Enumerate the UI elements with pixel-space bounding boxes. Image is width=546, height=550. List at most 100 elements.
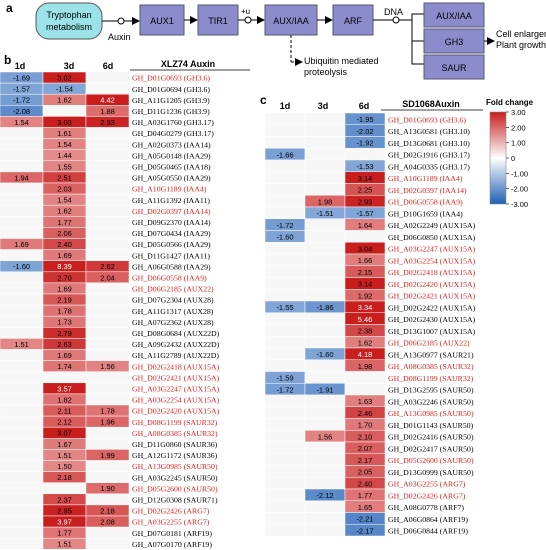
heatmap-c-cell-value: -1.91 <box>316 385 333 394</box>
heatmap-b-cell <box>85 138 130 150</box>
heatmap-b-cell-value: 2.19 <box>57 296 72 305</box>
heatmap-b-cell <box>0 449 44 461</box>
heatmap-b-cell <box>85 216 130 228</box>
heatmap-b-cell-value: 1.94 <box>14 173 29 182</box>
heatmap-b-cell-value: 2.93 <box>100 118 115 127</box>
heatmap-c-cell-value: 1.98 <box>358 362 373 371</box>
heatmap-b-cell <box>0 315 44 328</box>
fold-change-legend: Fold change 3.00 2.00 1.00 0 -1.00 -2.00 -3.00 <box>486 98 534 209</box>
heatmap-c-cell-value: -2.02 <box>356 127 373 136</box>
heatmap-c-cell <box>264 159 306 172</box>
heatmap-b-gene-label: GH_A10G1189 (IAA4) <box>132 185 207 194</box>
heatmap-b-gene-label: GH_D05G0465 (IAA18) <box>132 163 211 172</box>
heatmap-c-gene-label: GH_D02G2422 (AUX15A) <box>388 303 476 312</box>
heatmap-c-gene-label: GH_A13G0581 (GH3.10) <box>388 127 470 136</box>
legend-tick-label: 1.00 <box>511 139 526 148</box>
heatmap-c-gene-label: GH_D10G1659 (IAA4) <box>388 209 463 218</box>
heatmap-b-cell-value: 1.44 <box>57 151 72 160</box>
heatmap-b-cell <box>85 127 130 139</box>
heatmap-b-gene-label: GH_A06G0588 (IAA29) <box>132 262 211 271</box>
aux1-label: AUX1 <box>150 16 174 26</box>
heatmap-b-cell <box>85 349 130 361</box>
heatmap-b-cell <box>85 537 130 550</box>
heatmap-b-cell <box>85 393 130 406</box>
arf-box <box>332 4 374 36</box>
heatmap-c-title: SD1068Auxin <box>402 99 460 109</box>
heatmap-c-cell <box>264 359 306 372</box>
legend-color-bar <box>489 111 507 205</box>
heatmap-b-cell <box>42 482 87 495</box>
heatmap-c-cell <box>264 430 306 443</box>
heatmap-c-gene-label: GH_A03G2254 (AUX15A) <box>388 256 476 265</box>
heatmap-c-cell <box>264 136 306 149</box>
heatmap-b-cell <box>85 338 130 350</box>
heatmap-c-gene-label: GH_D06G0844 (ARF19) <box>388 527 468 536</box>
heatmap-b-cell <box>85 426 130 439</box>
heatmap-b-cell <box>85 327 130 339</box>
heatmap-b-col-1d: 1d <box>15 61 26 71</box>
heatmap-c-cell-value: 3.14 <box>358 280 373 289</box>
heatmap-c-cell <box>264 465 306 478</box>
heatmap-c-cell <box>304 477 346 490</box>
heatmap-b-cell-value: 1.50 <box>57 462 72 471</box>
heatmap-b-cell-value: 1.61 <box>57 129 72 138</box>
heatmap-c-cell-value: 1.65 <box>358 503 373 512</box>
heatmap-b-gene-label: GH_D01G0694 (GH3.6) <box>132 85 210 94</box>
heatmap-b-cell-value: 2.63 <box>57 340 72 349</box>
heatmap-c-cell-value: -1.51 <box>316 209 333 218</box>
heatmap-b-cell <box>85 460 130 472</box>
heatmap-c-cell <box>344 383 386 396</box>
heatmap-c-cell <box>304 136 346 149</box>
heatmap-c-gene-label: GH_D02G2417 (SAUR50) <box>388 444 474 453</box>
heatmap-c-cell <box>304 277 346 290</box>
heatmap-c-gene-label: GH_D02G2426 (ARG7) <box>388 491 466 500</box>
heatmap-b-cell-value: 2.79 <box>57 329 72 338</box>
heatmap-b-cell-value: 2.18 <box>57 473 72 482</box>
heatmap-c-col-1d: 1d <box>280 101 291 111</box>
heatmap-c-cell <box>264 500 306 513</box>
heatmap-b-cell-value: 1.54 <box>57 140 72 149</box>
legend-ticks: 3.00 2.00 1.00 0 -1.00 -2.00 -3.00 <box>506 108 528 209</box>
panel-label-b: b <box>4 53 11 67</box>
heatmap-b-cell-value: 1.54 <box>57 196 72 205</box>
heatmap-c-cell <box>264 524 306 537</box>
ubiquitin-label-line1: Ubiquitin mediated <box>304 56 379 66</box>
heatmap-b-cell-value: 3.03 <box>57 118 72 127</box>
heatmap-b-cell-value: 1.78 <box>100 407 115 416</box>
heatmap-c-cell <box>264 488 306 501</box>
heatmap-c-cell-value: 1.63 <box>358 397 373 406</box>
heatmap-b-gene-label: GH_D02G2426 (ARG7) <box>132 507 210 516</box>
heatmap-c-cell <box>264 112 306 125</box>
heatmap-c-gene-label: GH_D02G2416 (SAUR50) <box>388 433 474 442</box>
heatmap-c-cell <box>304 171 346 184</box>
heatmap-b-cell <box>0 127 44 139</box>
heatmap-b-gene-label: GH_D05G0566 (IAA29) <box>132 240 211 249</box>
auxin-label: Auxin <box>108 32 131 42</box>
heatmap-b-gene-label: GH_D07G0434 (IAA29) <box>132 229 211 238</box>
heatmap-b-gene-label: GH_D09G2370 (IAA14) <box>132 218 211 227</box>
heatmap-b-col-6d: 6d <box>103 61 114 71</box>
heatmap-c-gene-label: GH_D02G2430 (AUX15A) <box>388 315 476 324</box>
heatmap-b-cell-value: 2.18 <box>100 506 115 515</box>
heatmap-b-cell <box>0 160 44 173</box>
heatmap-c-cell <box>264 347 306 360</box>
legend-tick-label: -1.00 <box>511 169 528 178</box>
heatmap-b-cell <box>0 216 44 228</box>
heatmap-c-cell <box>304 512 346 525</box>
panel-label-c: c <box>260 93 267 107</box>
heatmap-b-cell <box>0 515 44 528</box>
heatmap-c-gene-label: GH_D06G0558 (IAA9) <box>388 198 463 207</box>
heatmap-b-cell-value: 1.82 <box>57 395 72 404</box>
heatmap-c-gene-label: GH_A04G0335 (GH3.17) <box>388 162 470 171</box>
heatmap-c-cell-value: 1.66 <box>358 256 373 265</box>
heatmap-b-cell-value: -2.08 <box>13 107 30 116</box>
heatmap-c-cell <box>304 441 346 454</box>
heatmap-b-cell-value: 1.62 <box>57 207 72 216</box>
heatmap-c-cell <box>344 230 386 243</box>
heatmap-b-gene-label: GH_D08G0684 (AUX22D) <box>132 329 220 338</box>
dna-label: DNA <box>384 7 403 17</box>
heatmap-b-cell-value: 1.67 <box>57 440 72 449</box>
heatmap-c-gene-label: GH_A10G1189 (IAA4) <box>388 174 463 183</box>
heatmap-b-cell-value: 1.51 <box>57 540 72 549</box>
heatmap-c-cell <box>304 418 346 431</box>
